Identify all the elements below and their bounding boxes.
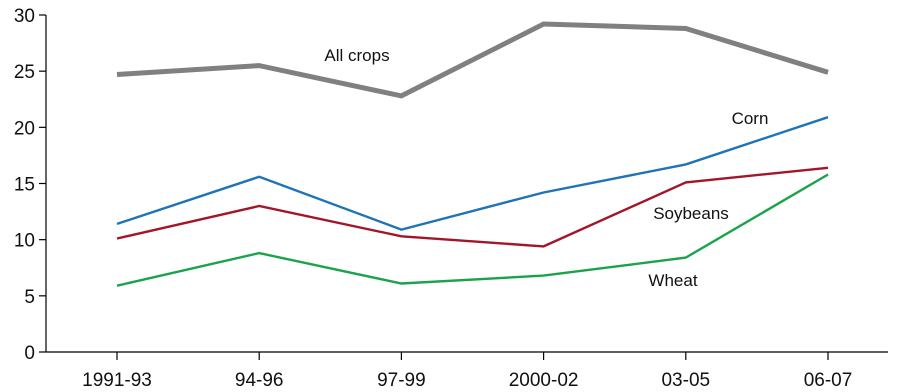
series-label-corn: Corn <box>732 109 769 128</box>
y-axis-ticks: 0 5 10 15 20 25 30 <box>14 6 46 364</box>
y-tick-label: 15 <box>14 175 35 196</box>
series-line-corn <box>116 116 829 231</box>
series-line-soybeans <box>116 166 829 248</box>
series-label-all-crops: All crops <box>324 46 389 65</box>
x-tick-label: 03-05 <box>661 370 710 391</box>
x-tick-label: 94-96 <box>235 370 284 391</box>
series-line-wheat <box>116 173 829 287</box>
y-tick-label: 25 <box>14 62 35 83</box>
series-lines <box>116 21 829 287</box>
x-axis-ticks: 1991-93 94-96 97-99 2000-02 03-05 06-07 <box>82 352 852 391</box>
x-tick-label: 1991-93 <box>82 370 152 391</box>
series-label-wheat: Wheat <box>648 271 697 290</box>
y-tick-label: 20 <box>14 118 35 139</box>
x-tick-label: 97-99 <box>377 370 426 391</box>
y-tick-label: 10 <box>14 231 35 252</box>
series-label-soybeans: Soybeans <box>653 204 729 223</box>
series-labels: All crops Corn Soybeans Wheat <box>324 46 768 290</box>
y-tick-label: 5 <box>24 287 35 308</box>
x-tick-label: 06-07 <box>804 370 853 391</box>
series-line-all-crops <box>116 21 829 99</box>
y-tick-label: 30 <box>14 6 35 27</box>
x-tick-label: 2000-02 <box>509 370 579 391</box>
y-tick-label: 0 <box>24 343 35 364</box>
